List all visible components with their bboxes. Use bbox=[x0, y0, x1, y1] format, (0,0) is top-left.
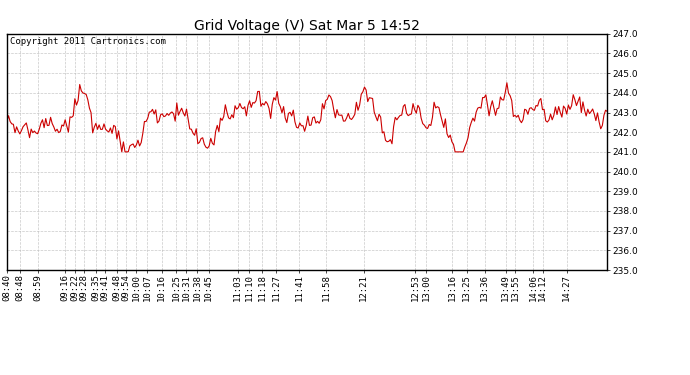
Title: Grid Voltage (V) Sat Mar 5 14:52: Grid Voltage (V) Sat Mar 5 14:52 bbox=[194, 19, 420, 33]
Text: Copyright 2011 Cartronics.com: Copyright 2011 Cartronics.com bbox=[10, 37, 166, 46]
